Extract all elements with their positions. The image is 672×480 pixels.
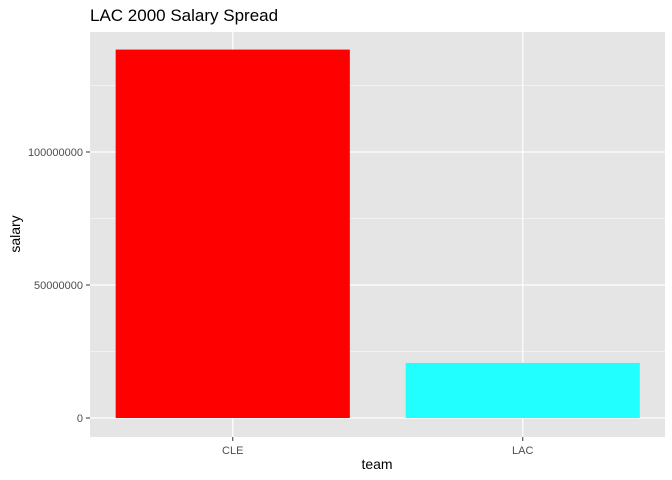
y-tick-label: 100000000 bbox=[28, 147, 83, 159]
y-tick-label: 50000000 bbox=[34, 280, 83, 292]
bar-cle bbox=[115, 49, 350, 419]
bars bbox=[115, 49, 640, 419]
x-axis: CLE LAC bbox=[222, 437, 534, 457]
y-tick-label: 0 bbox=[77, 413, 83, 425]
x-tick-label: CLE bbox=[222, 445, 243, 457]
y-axis: 0 50000000 100000000 bbox=[28, 147, 90, 425]
y-axis-title: salary bbox=[7, 215, 23, 252]
bar-lac bbox=[405, 362, 640, 418]
x-axis-title: team bbox=[361, 456, 392, 472]
chart-title: LAC 2000 Salary Spread bbox=[90, 6, 278, 25]
x-tick-label: LAC bbox=[512, 445, 533, 457]
